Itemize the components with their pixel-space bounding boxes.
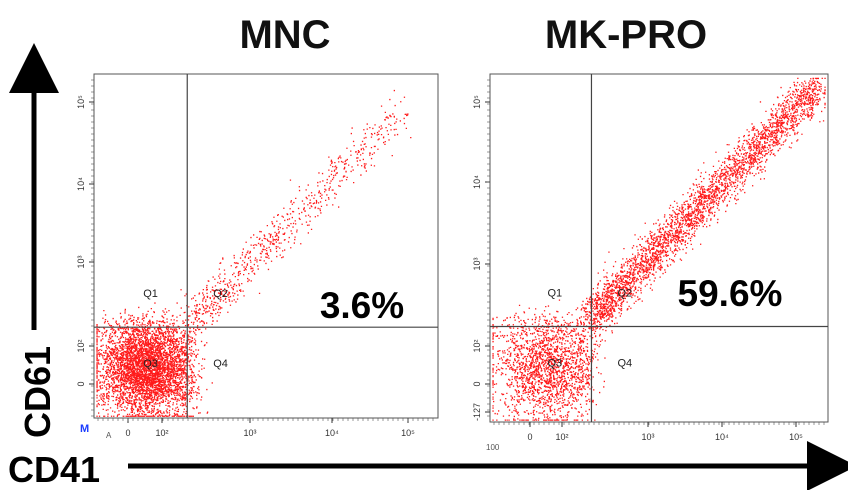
y-tick-label: 10⁵ [76,95,86,109]
x-axis-label: CD41 [8,449,100,490]
corner-mark-100: 100 [486,443,500,452]
x-tick-label: 10⁴ [715,432,729,442]
y-axis-label: CD61 [17,346,58,438]
y-tick-label: 10³ [76,255,86,268]
panel-title-mk-pro: MK-PRO [545,13,707,57]
plot-frame-mnc [93,73,439,419]
ticks-mk-pro: 0 10² 10³ 10⁴ 10⁵ -127 0 10² 10³ 10⁴ 10⁵ 100 [472,79,825,452]
quadrant-labels-mnc: Q1 Q2 Q3 Q4 [143,288,228,370]
scatter-points-mk-pro [492,77,826,421]
ticks-mnc: 0 10² 10³ 10⁴ 10⁵ 0 10² 10³ 10⁴ 10⁵ M A [76,79,434,440]
x-tick-label: 0 [527,432,532,442]
corner-mark-a: A [106,431,112,440]
quadrant-label-q4: Q4 [213,358,228,370]
percentage-label-mk-pro: 59.6% [678,273,783,314]
quadrant-label-q2: Q2 [617,288,632,300]
y-tick-label: 10⁴ [472,175,482,189]
quadrant-label-q2: Q2 [213,288,228,300]
x-tick-label: 10² [555,432,568,442]
quadrant-label-q3: Q3 [143,358,158,370]
panel-title-mnc: MNC [239,13,330,57]
x-tick-label: 10³ [243,428,256,438]
x-tick-label: 0 [125,428,130,438]
x-tick-label: 10⁵ [789,432,803,442]
quadrant-label-q3: Q3 [547,358,562,370]
quadrant-label-q1: Q1 [143,288,158,300]
y-tick-label: 0 [76,381,86,386]
y-tick-label: 10³ [472,257,482,270]
y-tick-label: -127 [472,403,482,421]
x-tick-label: 10² [155,428,168,438]
y-tick-label: 10² [472,339,482,352]
y-tick-label: 10⁵ [472,95,482,109]
x-tick-label: 10³ [641,432,654,442]
corner-mark-m: M [80,423,89,435]
gates-mnc [94,74,438,418]
scatter-dots [492,77,826,421]
y-tick-label: 0 [472,381,482,386]
y-tick-label: 10⁴ [76,177,86,191]
percentage-label-mnc: 3.6% [320,285,404,326]
x-tick-label: 10⁵ [401,428,415,438]
quadrant-labels-mk-pro: Q1 Q2 Q3 Q4 [547,288,632,370]
x-tick-label: 10⁴ [325,428,339,438]
quadrant-label-q1: Q1 [547,288,562,300]
gates-mk-pro [490,74,828,422]
y-tick-label: 10² [76,339,86,352]
quadrant-label-q4: Q4 [617,358,632,370]
